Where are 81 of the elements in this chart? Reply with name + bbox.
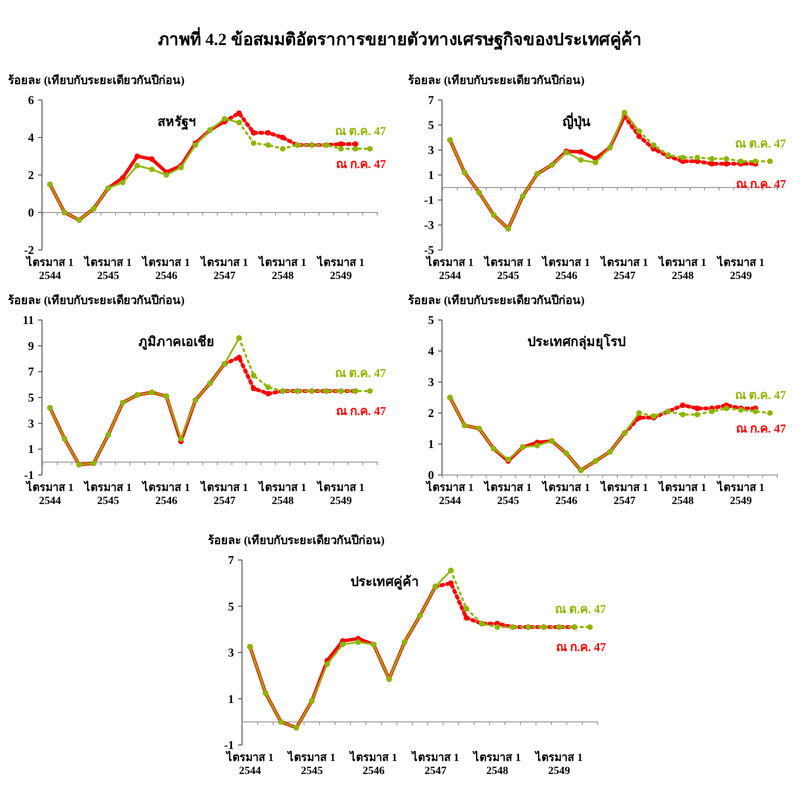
y-tick-label: -5 [424,243,434,257]
y-tick-label: 1 [28,442,34,456]
y-tick-label: 7 [28,364,34,379]
y-tick-label: 5 [428,118,434,132]
y-tick-label: 4 [428,344,434,358]
y-axis-title: ร้อยละ (เทียบกับระยะเดียวกันปีก่อน) [408,74,585,87]
y-tick-label: 5 [428,313,434,327]
series-label: ณ ก.ค. 47 [556,640,606,654]
x-tick-label: ไตรมาส 1 2546 [348,750,398,777]
x-tick-label: ไตรมาส 1 2548 [657,480,706,507]
x-tick-label: ไตรมาส 1 2549 [315,480,365,507]
x-tick-label: ไตรมาส 1 2547 [198,255,248,282]
text: ประเทศกลุ่มยุโรป [527,333,626,350]
series-label: ณ ก.ค. 47 [336,404,386,418]
x-tick-label: ไตรมาส 1 2545 [286,750,336,777]
x-tick-label: ไตรมาส 1 2546 [140,255,190,282]
y-tick-label: 3 [428,375,434,389]
y-tick-label: 3 [228,646,234,660]
x-tick-label: ไตรมาส 1 2548 [657,255,706,282]
x-tick-label: ไตรมาส 1 2549 [715,480,765,507]
y-tick-label: -2 [24,243,34,257]
x-tick-label: ไตรมาส 1 2544 [24,255,74,282]
x-tick-label: ไตรมาส 1 2545 [82,480,132,507]
y-tick-label: 4 [28,130,34,144]
y-axis-title: ร้อยละ (เทียบกับระยะเดียวกันปีก่อน) [8,74,185,87]
x-tick-label: ไตรมาส 1 2545 [482,255,532,282]
x-tick-label: ไตรมาส 1 2546 [140,480,190,507]
y-tick-label: 6 [28,93,34,107]
x-tick-label: ไตรมาส 1 2544 [224,750,274,777]
x-tick-label: ไตรมาส 1 2546 [540,255,590,282]
y-tick-label: 9 [28,338,34,353]
y-tick-label: 0 [428,468,434,482]
y-tick-label: 1 [428,168,434,182]
x-tick-label: ไตรมาส 1 2547 [598,480,648,507]
y-axis-title: ร้อยละ (เทียบกับระยะเดียวกันปีก่อน) [408,294,585,307]
y-tick-label: -1 [224,738,234,752]
y-tick-label: 3 [428,143,434,157]
text: ภูมิภาคเอเชีย [138,334,214,350]
x-tick-label: ไตรมาส 1 2546 [540,480,590,507]
y-tick-label: 2 [428,406,434,420]
x-tick-label: ไตรมาส 1 2544 [424,480,474,507]
y-tick-label: -1 [24,468,34,482]
x-tick-label: ไตรมาส 1 2547 [198,480,248,507]
series-label: ณ ก.ค. 47 [336,157,386,172]
series-label: ณ ต.ค. 47 [335,124,386,138]
x-tick-label: ไตรมาส 1 2547 [410,750,460,777]
x-tick-label: ไตรมาส 1 2549 [533,750,583,777]
y-tick-label: 11 [22,313,34,327]
y-tick-label: 1 [428,437,434,451]
series-label: ณ ก.ค. 47 [736,176,786,191]
y-tick-label: 1 [228,692,234,706]
y-tick-label: -1 [424,193,434,207]
x-tick-label: ไตรมาส 1 2548 [257,480,306,507]
series-label: ณ ต.ค. 47 [335,366,386,380]
x-tick-label: ไตรมาส 1 2545 [482,480,532,507]
y-tick-label: 2 [28,168,34,182]
y-tick-label: 7 [228,553,234,567]
y-tick-label: 5 [228,599,234,614]
x-tick-label: ไตรมาส 1 2548 [472,750,521,777]
text: สหรัฐฯ [157,114,196,131]
x-tick-label: ไตรมาส 1 2544 [424,255,474,282]
text: ญี่ปุ่น [562,112,590,130]
y-axis-title: ร้อยละ (เทียบกับระยะเดียวกันปีก่อน) [8,294,185,307]
y-tick-label: 5 [28,390,34,404]
x-tick-label: ไตรมาส 1 2549 [315,255,365,282]
series-label: ณ ต.ค. 47 [735,136,786,150]
y-tick-label: 3 [28,416,34,430]
x-tick-label: ไตรมาส 1 2547 [598,255,648,282]
x-tick-label: ไตรมาส 1 2548 [257,255,306,282]
text: ประเทศคู่ค้า [350,574,418,590]
series-label: ณ ต.ค. 47 [555,602,606,616]
y-tick-label: -3 [424,218,434,232]
series-label: ณ ก.ค. 47 [736,421,786,436]
text: ภาพที่ 4.2 ข้อสมมติอัตราการขยายตัวทางเศรษฐกิจของประเทศคู่ค้า [158,27,642,51]
y-tick-label: 7 [428,93,434,107]
y-axis-title: ร้อยละ (เทียบกับระยะเดียวกันปีก่อน) [208,534,385,547]
x-tick-label: ไตรมาส 1 2545 [82,255,132,282]
x-tick-label: ไตรมาส 1 2544 [24,480,74,507]
series-label: ณ ต.ค. 47 [735,388,786,402]
x-tick-label: ไตรมาส 1 2549 [715,255,765,282]
y-tick-label: 0 [28,206,34,220]
